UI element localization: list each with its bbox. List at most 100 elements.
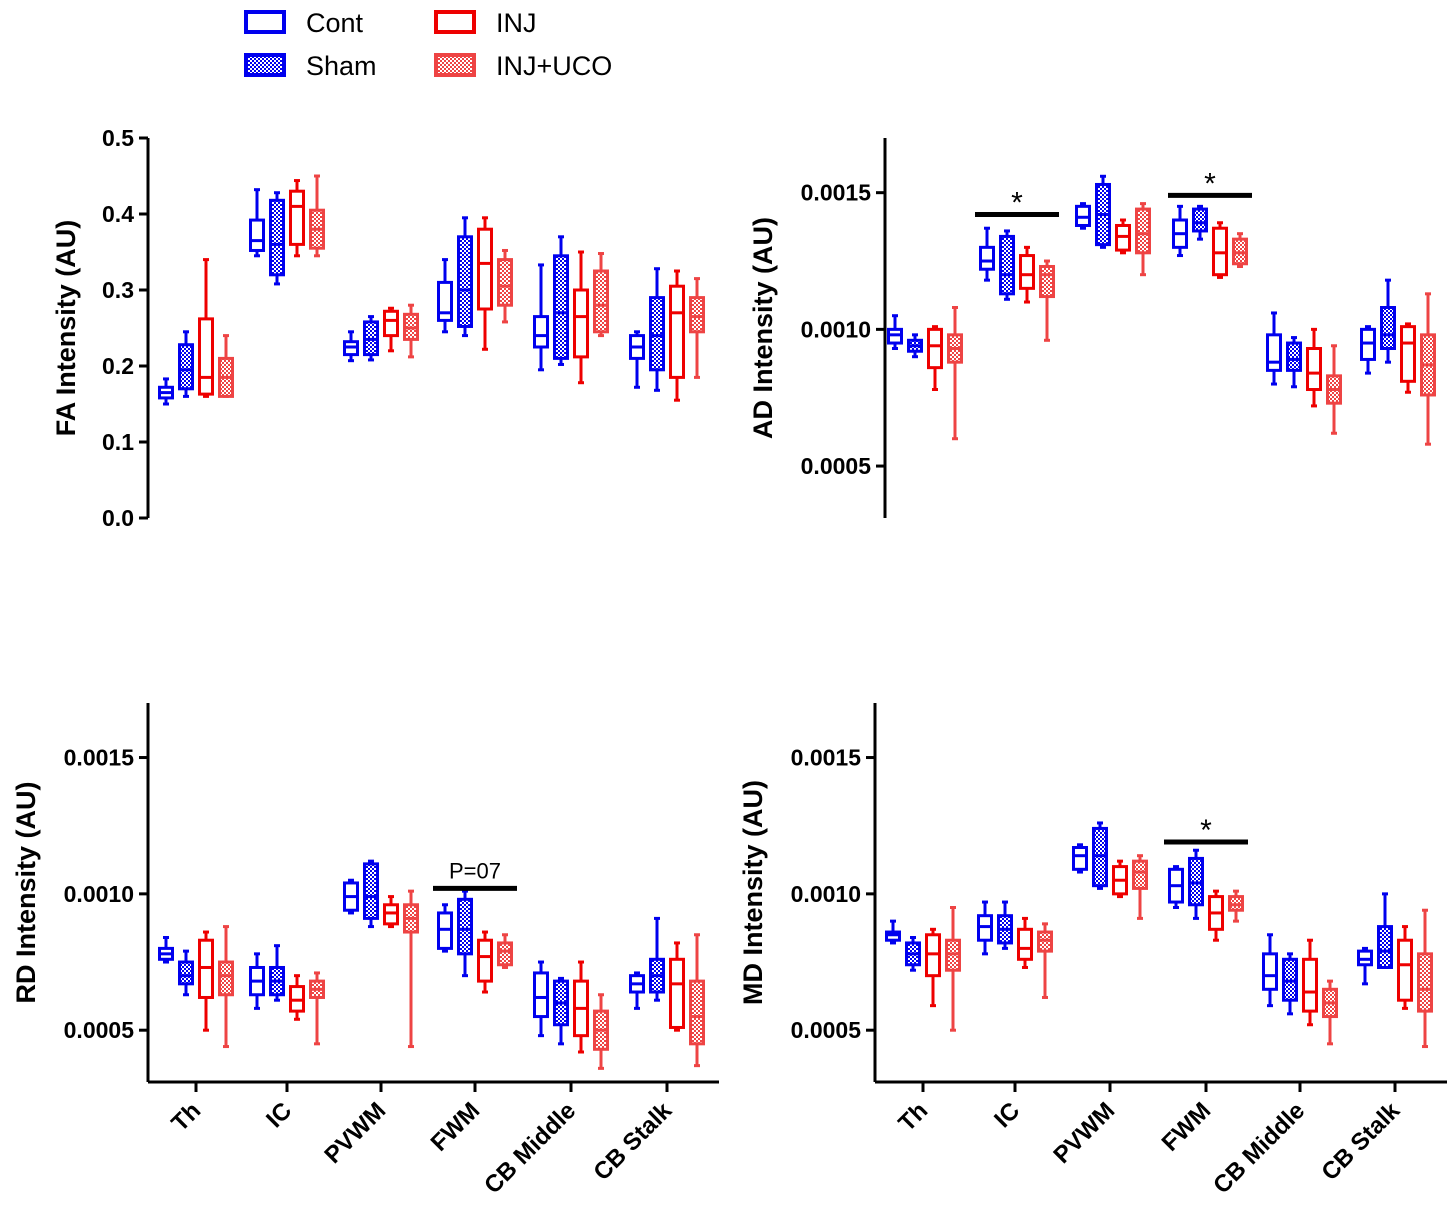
box-body <box>383 309 399 338</box>
box-sham <box>269 944 285 1002</box>
y-tick-label: 0.5 <box>102 125 134 151</box>
box-body <box>1380 305 1396 351</box>
legend-item-cont: Cont <box>244 8 364 38</box>
panel-4: 0.0005 0.0010 0.0015 MD Intensity (AU) Th IC P… <box>738 703 1447 1199</box>
box-body <box>178 960 194 986</box>
box-inj-uco <box>945 905 961 1032</box>
x-tick-label: FWM <box>1157 1097 1217 1157</box>
box-inj-uco <box>309 174 325 258</box>
box-sham <box>649 916 665 1002</box>
box-inj-uco <box>1228 889 1244 923</box>
box-cont <box>977 900 993 956</box>
box-inj-uco <box>593 252 609 338</box>
significance-label: P=07 <box>449 858 501 883</box>
y-tick-label: 0.0005 <box>801 453 872 479</box>
legend-swatch-cont <box>244 10 286 34</box>
box-inj <box>1306 327 1322 408</box>
y-axis-label: RD Intensity (AU) <box>11 782 41 1004</box>
box-inj <box>477 216 493 351</box>
legend-swatch-inj <box>434 10 476 34</box>
legend-item-inj-uco: INJ+UCO <box>434 51 612 81</box>
significance-label: * <box>1204 167 1216 200</box>
x-tick-label: Th <box>166 1097 206 1137</box>
box-sham <box>1192 204 1208 241</box>
y-tick-label: 0.0 <box>102 505 134 531</box>
box-sham <box>553 976 569 1046</box>
box-inj <box>1400 322 1416 394</box>
box-cont <box>1360 325 1376 375</box>
box-body <box>1302 957 1318 1013</box>
panel-2: 0.0005 0.0010 0.0015 AD Intensity (AU) * * <box>748 138 1436 518</box>
box-inj <box>198 258 214 398</box>
legend-label-inj-uco: INJ+UCO <box>496 51 612 81</box>
box-inj-uco <box>1232 232 1248 268</box>
box-sham <box>905 935 921 972</box>
box-body <box>477 938 493 983</box>
y-tick-label: 0.1 <box>102 429 134 455</box>
box-body <box>1192 207 1208 233</box>
box-inj <box>1017 916 1033 969</box>
box-inj <box>1302 938 1318 1027</box>
panels: 0.0 0.1 0.2 0.3 0.4 0.5 FA Intensity (AU) 0.000… <box>11 125 1447 1199</box>
box-body <box>1417 952 1433 1013</box>
box-body <box>457 897 473 956</box>
box-body <box>1286 341 1302 372</box>
box-cont <box>437 903 453 953</box>
box-inj-uco <box>403 303 419 359</box>
box-body <box>178 343 194 391</box>
box-inj <box>198 930 214 1032</box>
box-sham <box>999 229 1015 301</box>
y-tick-label: 0.3 <box>102 277 134 303</box>
box-inj-uco <box>403 889 419 1049</box>
box-sham <box>178 330 194 398</box>
y-axis-label: FA Intensity (AU) <box>51 220 81 437</box>
box-body <box>689 979 705 1046</box>
box-cont <box>629 330 645 389</box>
box-cont <box>437 258 453 334</box>
box-inj-uco <box>1039 259 1055 342</box>
box-inj-uco <box>1420 292 1436 446</box>
box-body <box>249 218 265 252</box>
legend-swatch-inj-uco <box>434 53 476 77</box>
box-sham <box>907 333 923 359</box>
box-cont <box>158 377 174 406</box>
box-cont <box>343 330 359 363</box>
box-body <box>1397 938 1413 1002</box>
box-cont <box>343 878 359 915</box>
box-sham <box>1282 952 1298 1016</box>
box-inj-uco <box>689 277 705 379</box>
box-body <box>1377 925 1393 969</box>
box-inj-uco <box>1417 908 1433 1049</box>
x-tick-label: CB Middle <box>1208 1097 1310 1199</box>
box-inj <box>383 895 399 929</box>
box-inj-uco <box>1326 344 1342 435</box>
box-sham <box>1095 174 1111 249</box>
box-inj <box>573 250 589 385</box>
box-cont <box>629 971 645 1010</box>
y-tick-label: 0.2 <box>102 353 134 379</box>
box-body <box>573 288 589 359</box>
legend-label-inj: INJ <box>496 8 537 38</box>
box-cont <box>887 314 903 351</box>
box-body <box>1017 927 1033 961</box>
panel-3: 0.0005 0.0010 0.0015 RD Intensity (AU) Th IC P… <box>11 703 719 1199</box>
significance-label: * <box>1011 187 1023 220</box>
box-cont <box>885 919 901 945</box>
x-tick-label: CB Middle <box>479 1097 581 1199</box>
box-sham <box>178 949 194 997</box>
box-sham <box>457 889 473 978</box>
box-inj-uco <box>1037 922 1053 999</box>
box-inj <box>383 306 399 353</box>
x-tick-label: CB Stalk <box>588 1097 677 1186</box>
box-sham <box>1092 821 1108 890</box>
y-tick-label: 0.0005 <box>791 1017 862 1043</box>
box-inj <box>925 927 941 1008</box>
y-tick-label: 0.0005 <box>64 1017 135 1043</box>
box-cont <box>249 188 265 258</box>
box-sham <box>997 900 1013 950</box>
box-inj-uco <box>947 305 963 441</box>
box-body <box>689 296 705 334</box>
box-body <box>669 284 685 379</box>
box-sham <box>1188 848 1204 920</box>
